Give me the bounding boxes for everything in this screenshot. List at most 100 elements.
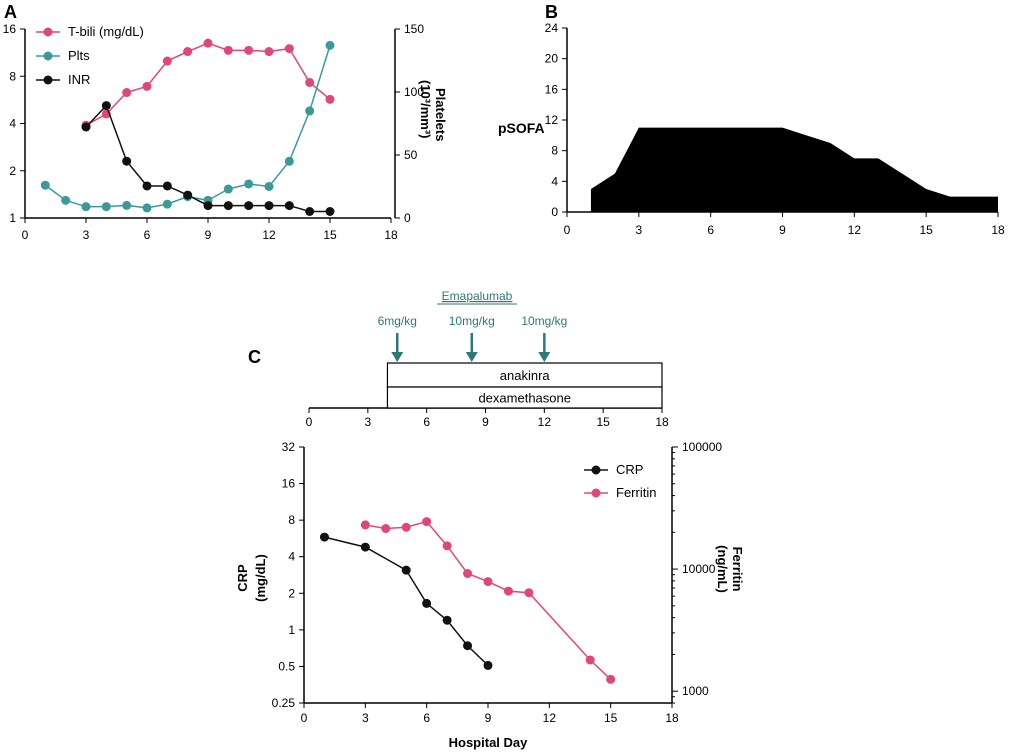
panel-c-left-tick-label: 2 — [288, 586, 295, 600]
series-plts-point — [122, 200, 132, 210]
series-crp-point — [422, 598, 432, 608]
series-ferritin-point — [442, 541, 452, 551]
series-plts-point — [325, 40, 335, 50]
series-crp-point — [463, 641, 473, 651]
series-tbili-line — [85, 42, 331, 126]
series-ferritin-point — [606, 674, 616, 684]
timeline-tick-label: 6 — [423, 415, 430, 429]
panel-b-x-tick-label: 18 — [991, 223, 1005, 237]
series-crp-point — [442, 615, 452, 625]
series-ferritin-point — [463, 569, 473, 579]
series-ferritin-line — [365, 520, 612, 680]
panel-c-left-tick-label: 0.5 — [278, 659, 295, 673]
treatment-label-anakinra: anakinra — [500, 368, 551, 383]
series-inr-point — [122, 156, 132, 166]
series-crp-point — [319, 532, 329, 542]
panel-c-x-tick-label: 0 — [301, 711, 308, 725]
legend-crp-label: CRP — [616, 462, 643, 477]
panel-b-x-tick-label: 0 — [564, 223, 571, 237]
series-ferritin-point — [503, 586, 513, 596]
series-crp-point — [360, 542, 370, 552]
series-plts-point — [162, 199, 172, 209]
psofa-area — [590, 127, 998, 212]
series-inr-point — [223, 201, 233, 211]
series-tbili-point — [122, 88, 132, 98]
treatment-label-dexamethasone: dexamethasone — [478, 391, 571, 406]
series-tbili-point — [142, 81, 152, 91]
panel-a-x-tick-label: 18 — [384, 228, 398, 242]
panel-a-label: A — [4, 2, 17, 22]
panel-b-y-tick-label: 0 — [551, 205, 558, 219]
legend-tbili-marker — [43, 27, 53, 37]
series-ferritin-point — [360, 520, 370, 530]
series-inr-line — [85, 104, 330, 213]
series-plts-point — [101, 202, 111, 212]
series-ferritin-point — [381, 523, 391, 533]
panel-c-left-tick-label: 4 — [288, 550, 295, 564]
panel-c-label: C — [248, 347, 261, 367]
panel-a-x-tick-label: 9 — [205, 228, 212, 242]
timeline-tick-label: 0 — [306, 415, 313, 429]
series-plts-point — [264, 182, 274, 191]
panel-c-left-tick-label: 0.25 — [272, 696, 296, 710]
panel-a-right-axis-units: (10³/mm³) — [418, 80, 433, 139]
series-plts-point — [61, 195, 71, 205]
emapalumab-dose-arrow-head — [391, 352, 404, 362]
ferritin-axis-units: (ng/mL) — [715, 545, 730, 593]
panel-a-left-tick-label: 8 — [9, 69, 16, 83]
series-inr-point — [325, 207, 335, 217]
emapalumab-dose-label: 10mg/kg — [521, 314, 567, 328]
series-inr-point — [305, 207, 315, 217]
panel-b-y-tick-label: 24 — [545, 21, 559, 35]
panel-c-left-tick-label: 32 — [282, 440, 296, 454]
series-inr-point — [162, 181, 172, 191]
panel-a-left-tick-label: 2 — [9, 164, 16, 178]
emapalumab-label: Emapalumab — [442, 289, 513, 303]
panel-b-x-tick-label: 9 — [779, 223, 786, 237]
panel-c-right-tick-label: 10000 — [682, 562, 716, 576]
series-ferritin-point — [401, 522, 411, 532]
emapalumab-dose-label: 10mg/kg — [449, 314, 495, 328]
series-plts-point — [223, 184, 233, 194]
legend-ferritin-label: Ferritin — [616, 485, 656, 500]
panel-a-left-tick-label: 16 — [3, 22, 17, 36]
series-crp-point — [483, 660, 493, 670]
panel-c-x-tick-label: 12 — [543, 711, 557, 725]
panel-a-legend: T-bili (mg/dL) Plts INR — [36, 24, 144, 87]
panel-a-right-tick-label: 0 — [404, 211, 411, 225]
series-tbili-point — [264, 47, 274, 57]
panel-b-y-tick-label: 8 — [551, 144, 558, 158]
panel-c-timeline: Emapalumab 0 3 6 9 12 15 18 anakinra dexamethaso… — [306, 289, 669, 429]
legend-plts-label: Plts — [68, 48, 90, 63]
panel-a-left-tick-label: 1 — [9, 211, 16, 225]
timeline-tick-label: 15 — [596, 415, 610, 429]
legend-inr-label: INR — [68, 72, 90, 87]
panel-c-x-tick-label: 18 — [665, 711, 679, 725]
series-inr-point — [101, 101, 111, 111]
panel-b-y-tick-label: 4 — [551, 174, 558, 188]
panel-c-x-tick-label: 9 — [485, 711, 492, 725]
ferritin-axis-title: Ferritin — [730, 547, 745, 592]
series-inr-point — [142, 181, 152, 191]
series-tbili-point — [203, 38, 213, 48]
panel-a-right-tick-label: 150 — [404, 22, 424, 36]
legend-ferritin-marker — [591, 488, 601, 498]
legend-inr-marker — [43, 75, 53, 85]
panel-c-chart: 0 3 6 9 12 15 180.250.512481632100010000100000… — [235, 440, 745, 750]
series-inr-point — [264, 201, 274, 211]
series-crp-point — [401, 565, 411, 575]
timeline-tick-label: 9 — [482, 415, 489, 429]
panel-c-x-tick-label: 3 — [362, 711, 369, 725]
panel-a-right-axis-title: Platelets — [433, 88, 448, 141]
panel-a-x-tick-label: 15 — [323, 228, 337, 242]
series-tbili-point — [305, 77, 315, 87]
series-inr-point — [284, 201, 294, 211]
emapalumab-dose-arrow-head — [465, 352, 478, 362]
panel-c-x-tick-label: 6 — [423, 711, 430, 725]
series-ferritin-point — [585, 655, 595, 665]
crp-axis-title: CRP — [235, 564, 250, 592]
panel-c-x-tick-label: 15 — [604, 711, 618, 725]
panel-a-x-tick-label: 12 — [262, 228, 276, 242]
